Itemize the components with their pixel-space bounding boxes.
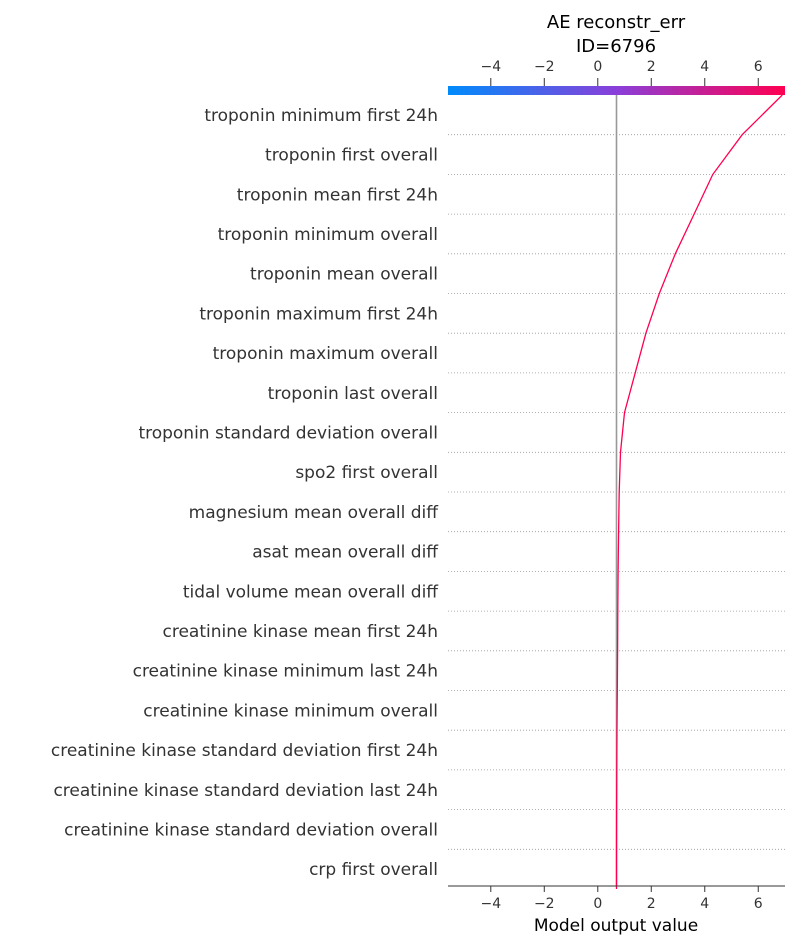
bottom-tick-label: −4 [480, 896, 501, 912]
feature-label: troponin first overall [265, 146, 438, 166]
bottom-tick-label: 6 [754, 896, 763, 912]
feature-label: creatinine kinase standard deviation fir… [51, 741, 438, 761]
feature-label: spo2 first overall [295, 463, 438, 483]
feature-label: troponin maximum overall [213, 344, 438, 364]
top-tick-label: 6 [754, 59, 763, 75]
feature-label: troponin standard deviation overall [138, 423, 438, 443]
bottom-tick-label: 0 [593, 896, 602, 912]
feature-label: creatinine kinase standard deviation ove… [64, 820, 438, 840]
bottom-tick-label: 4 [700, 896, 709, 912]
chart-title: AE reconstr_err [547, 12, 686, 33]
feature-label: creatinine kinase mean first 24h [163, 622, 439, 642]
feature-label: magnesium mean overall diff [189, 503, 440, 523]
decision-path-line [615, 94, 783, 889]
bottom-tick-label: 2 [647, 896, 656, 912]
feature-label: troponin mean overall [250, 265, 438, 285]
feature-label: troponin last overall [268, 384, 438, 404]
top-tick-label: 4 [700, 59, 709, 75]
feature-label: crp first overall [309, 860, 438, 880]
top-tick-label: −2 [534, 59, 555, 75]
feature-label: asat mean overall diff [252, 543, 439, 563]
x-axis-title: Model output value [534, 916, 698, 936]
feature-label: creatinine kinase standard deviation las… [53, 781, 438, 801]
bottom-tick-label: −2 [534, 896, 555, 912]
feature-labels: troponin minimum first 24h troponin first… [51, 106, 439, 880]
bottom-axis: −4 −2 0 2 4 6 [448, 885, 785, 912]
chart-subtitle: ID=6796 [576, 36, 656, 57]
top-tick-label: 0 [593, 59, 602, 75]
top-tick-label: 2 [647, 59, 656, 75]
feature-label: tidal volume mean overall diff [183, 582, 439, 602]
feature-label: troponin minimum first 24h [204, 106, 438, 126]
feature-label: troponin minimum overall [218, 225, 438, 245]
feature-label: creatinine kinase minimum last 24h [133, 662, 438, 682]
colorbar [448, 86, 785, 95]
feature-label: troponin maximum first 24h [199, 304, 438, 324]
top-tick-label: −4 [480, 59, 501, 75]
feature-label: creatinine kinase minimum overall [143, 701, 438, 721]
top-axis: −4 −2 0 2 4 6 [480, 59, 763, 86]
feature-label: troponin mean first 24h [237, 185, 438, 205]
